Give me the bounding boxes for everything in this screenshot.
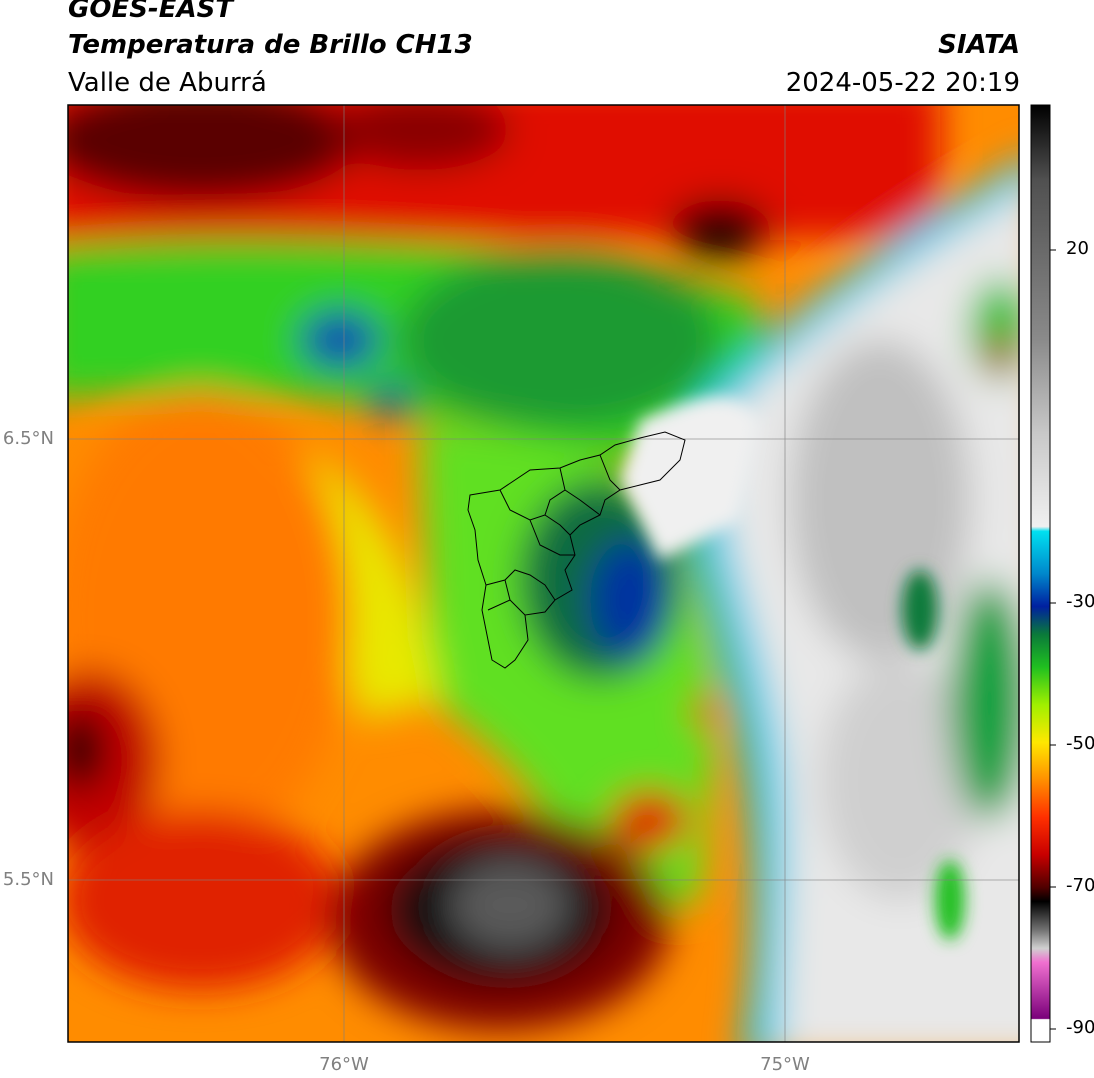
timestamp-label: 2024-05-22 20:19 xyxy=(785,68,1020,98)
map-frame xyxy=(67,104,1020,1043)
lat-label-6-5n: 6.5°N xyxy=(2,428,54,449)
region-subtitle: Valle de Aburrá xyxy=(68,68,267,98)
lat-label-5-5n: 5.5°N xyxy=(2,869,54,890)
colorbar-label-minus90: -90 xyxy=(1066,1017,1094,1038)
colorbar-label-minus50: -50 xyxy=(1066,733,1094,754)
valle-de-aburra-boundaries xyxy=(467,431,686,669)
colorbar-label-20: 20 xyxy=(1066,238,1089,259)
product-title: Temperatura de Brillo CH13 xyxy=(68,30,473,60)
brightness-temperature-field xyxy=(68,105,1019,1042)
colorbar-label-minus30: -30 xyxy=(1066,591,1094,612)
graticule xyxy=(68,105,1019,1042)
lon-label-75w: 75°W xyxy=(760,1054,810,1075)
colorbar-ticks xyxy=(1050,249,1056,1030)
satellite-title: GOES-EAST xyxy=(68,0,234,24)
colorbar-label-minus70: -70 xyxy=(1066,875,1094,896)
lon-label-76w: 76°W xyxy=(319,1054,369,1075)
colorbar xyxy=(1030,104,1051,1043)
organization-label: SIATA xyxy=(938,30,1020,60)
